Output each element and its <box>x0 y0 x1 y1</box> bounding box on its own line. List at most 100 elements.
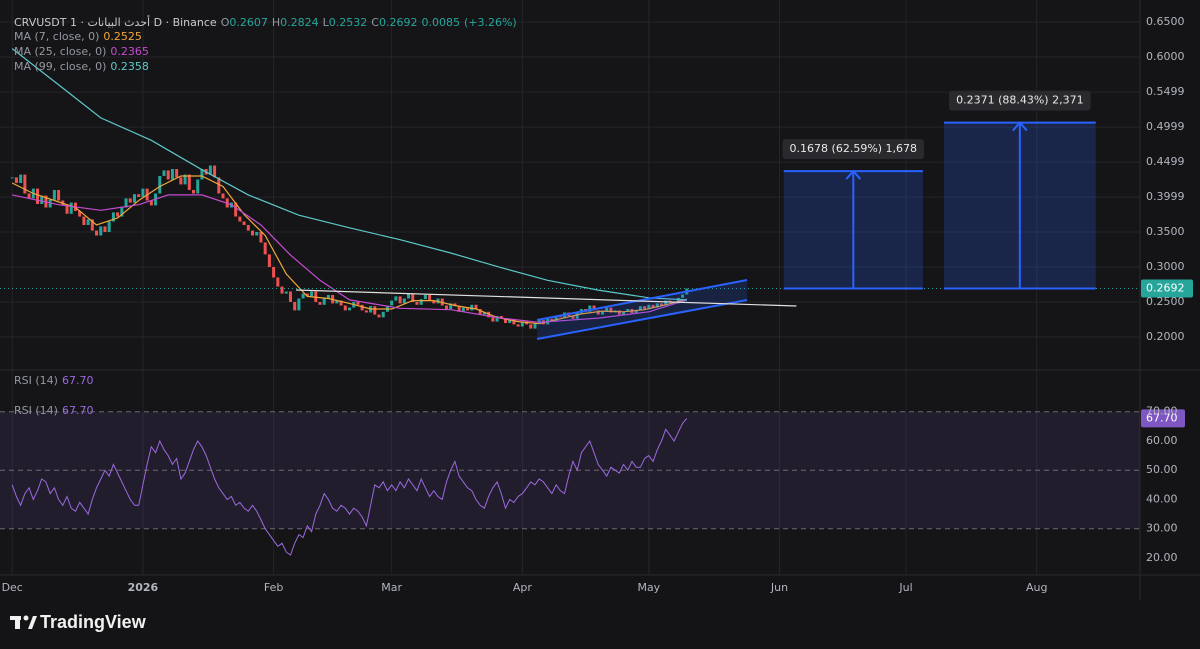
candle <box>364 310 368 313</box>
candle <box>499 315 503 319</box>
ma-name: MA (99, close, 0) <box>14 60 107 73</box>
candle <box>588 305 592 312</box>
rsi-tick-label: 70.00 <box>1146 405 1178 418</box>
candle <box>14 177 18 183</box>
candle <box>27 193 31 199</box>
ohlc-value: 0.2532 <box>328 16 368 29</box>
candle <box>242 221 246 225</box>
candle <box>377 314 381 318</box>
candle <box>676 297 680 304</box>
candle <box>356 301 360 305</box>
candle <box>124 198 128 208</box>
candle <box>478 308 482 315</box>
candle <box>360 304 364 311</box>
rsi-name: RSI (14) <box>14 404 58 417</box>
candle <box>259 231 263 243</box>
candle <box>453 303 457 307</box>
ma-value: 0.2525 <box>103 30 142 43</box>
candle <box>444 305 448 309</box>
candle <box>622 311 626 315</box>
brand-logo <box>10 615 37 629</box>
rsi-value: 67.70 <box>61 404 94 417</box>
candle <box>301 293 305 299</box>
candle <box>318 301 322 305</box>
candle <box>238 216 242 222</box>
candle <box>40 195 44 204</box>
candle <box>411 293 415 302</box>
candle <box>128 198 132 203</box>
candle <box>537 320 541 323</box>
candle <box>466 307 470 311</box>
ohlc-label: L <box>322 16 329 29</box>
candle <box>82 216 86 225</box>
measure-label: 0.2371 (88.43%) 2,371 <box>956 94 1084 107</box>
candle <box>326 294 330 299</box>
candle <box>10 177 14 179</box>
channel-fill <box>537 280 748 340</box>
candle <box>415 301 419 305</box>
candle <box>554 315 558 322</box>
candle <box>263 242 267 255</box>
candle <box>335 300 339 304</box>
candle <box>111 212 115 222</box>
candle <box>529 324 533 329</box>
candle <box>78 210 82 217</box>
candle <box>381 311 385 318</box>
change-pct: (+3.26%) <box>463 16 517 29</box>
candle <box>196 179 200 194</box>
candle <box>470 304 474 311</box>
candle <box>638 306 642 311</box>
candle <box>634 310 638 314</box>
candle <box>221 193 225 199</box>
ma-value: 0.2365 <box>110 45 149 58</box>
rsi-name: RSI (14) <box>14 374 58 387</box>
change: 0.0085 <box>421 16 460 29</box>
channel-line <box>536 279 748 321</box>
candle <box>310 291 314 297</box>
rsi-tick-label: 50.00 <box>1146 463 1178 476</box>
candle <box>503 318 507 323</box>
rsi-legend: RSI (14) 67.70 <box>14 374 97 388</box>
candle <box>297 298 301 311</box>
candle <box>99 226 103 236</box>
candle <box>626 308 630 312</box>
measure-label-box <box>949 90 1091 111</box>
ma-name: MA (25, close, 0) <box>14 45 107 58</box>
ohlc-label: H <box>271 16 281 29</box>
candle <box>647 304 651 309</box>
candle <box>284 291 288 294</box>
ma-value: 0.2358 <box>110 60 149 73</box>
candle <box>183 174 187 185</box>
candle <box>373 306 377 315</box>
candle <box>120 207 124 217</box>
candle <box>234 202 238 217</box>
candle <box>390 300 394 306</box>
candle <box>52 189 56 200</box>
candle <box>482 311 486 315</box>
candle <box>449 303 453 309</box>
ohlc-value: 0.2692 <box>378 16 418 29</box>
candle <box>19 174 23 183</box>
candle <box>137 194 141 197</box>
moving-average <box>11 175 687 325</box>
candle <box>457 306 461 312</box>
ma-name: MA (7, close, 0) <box>14 30 100 43</box>
measure-arrowhead <box>1012 121 1028 132</box>
candle <box>347 307 351 311</box>
candle <box>170 168 174 180</box>
x-tick-label: 2026 <box>128 581 159 594</box>
ma-legend: MA (25, close, 0) 0.2365 <box>14 45 153 59</box>
y-tick-label: 0.4999 <box>1146 120 1185 133</box>
candle <box>192 189 196 194</box>
ohlc-label: O <box>220 16 230 29</box>
candle <box>90 219 94 231</box>
candle <box>508 319 512 323</box>
candle <box>339 300 343 306</box>
candle <box>208 165 212 175</box>
candle <box>605 307 609 312</box>
rsi-tick-label: 60.00 <box>1146 434 1178 447</box>
candle <box>495 315 499 322</box>
candle <box>659 303 663 306</box>
candle <box>23 174 27 194</box>
